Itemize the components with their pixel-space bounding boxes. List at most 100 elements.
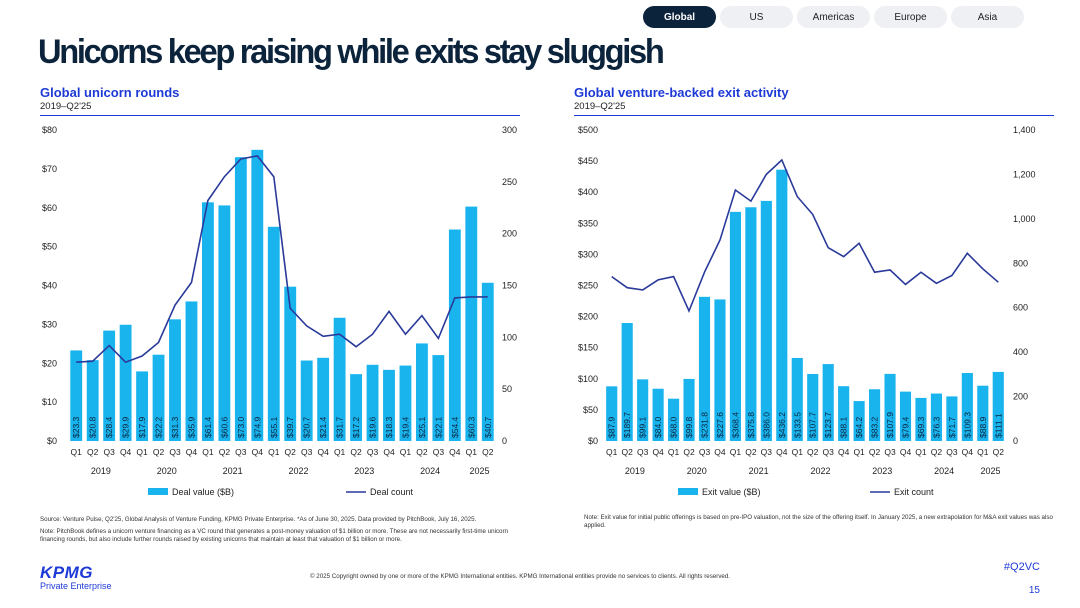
right-bar	[853, 401, 865, 441]
right-bar-label: $133.5	[792, 412, 802, 438]
right-x-tick: Q3	[761, 447, 773, 457]
left-bar-label: $22.2	[154, 416, 164, 438]
left-bar	[432, 355, 445, 441]
right-bar	[637, 379, 649, 441]
right-bar	[606, 386, 618, 441]
left-bar-label: $29.9	[121, 416, 131, 438]
left-bar	[448, 229, 461, 441]
left-bar	[70, 350, 83, 441]
right-x-tick: Q1	[668, 447, 680, 457]
left-bar	[136, 371, 149, 441]
left-year-label: 2024	[420, 466, 440, 476]
left-year-label: 2021	[223, 466, 243, 476]
left-bar-label: $17.2	[351, 416, 361, 438]
right-x-tick: Q1	[915, 447, 927, 457]
left-bar-label: $20.7	[302, 416, 312, 438]
tab-europe[interactable]: Europe	[874, 6, 947, 28]
page-number: 15	[1028, 585, 1040, 596]
left-y-tick-left: $30	[42, 319, 57, 329]
right-bar-label: $189.7	[622, 412, 632, 438]
right-y-tick-left: $50	[583, 405, 598, 415]
right-bar	[776, 169, 788, 441]
right-bar-label: $76.3	[931, 416, 941, 438]
tab-global[interactable]: Global	[643, 6, 716, 28]
right-bar	[652, 388, 664, 441]
right-bar	[961, 373, 973, 441]
right-y-tick-left: $350	[578, 218, 598, 228]
right-bar-label: $231.8	[700, 412, 710, 438]
right-y-tick-left: $150	[578, 343, 598, 353]
right-y-tick-left: $400	[578, 187, 598, 197]
left-x-tick: Q3	[235, 447, 247, 457]
right-x-tick: Q1	[792, 447, 804, 457]
left-y-tick-left: $80	[42, 125, 57, 135]
left-definition-note: Note: PitchBook defines a unicorn ventur…	[40, 528, 508, 543]
logo-text: KPMG	[40, 563, 93, 582]
left-x-tick: Q1	[334, 447, 346, 457]
left-legend-bar-swatch	[148, 488, 168, 495]
right-bar-label: $87.9	[607, 416, 617, 438]
left-bar-label: $19.6	[368, 416, 378, 438]
left-x-tick: Q4	[252, 447, 264, 457]
left-y-tick-right: 50	[502, 384, 512, 394]
right-y-tick-right: 0	[1013, 436, 1018, 446]
right-bar-label: $109.3	[962, 412, 972, 438]
right-bar-label: $69.3	[916, 416, 926, 438]
left-x-tick: Q4	[120, 447, 132, 457]
kpmg-logo: KPMG Private Enterprise	[40, 563, 112, 591]
right-y-tick-right: 400	[1013, 347, 1028, 357]
left-y-tick-left: $50	[42, 242, 57, 252]
right-year-label: 2023	[872, 466, 892, 476]
right-bar	[899, 391, 912, 441]
right-year-label: 2025	[981, 466, 1001, 476]
left-bar	[399, 365, 412, 441]
left-x-tick: Q4	[449, 447, 461, 457]
right-x-tick: Q1	[730, 447, 742, 457]
left-legend-bar-label: Deal value ($B)	[172, 487, 234, 497]
right-bar	[822, 364, 834, 441]
left-bar-label: $54.4	[450, 416, 460, 438]
copyright: © 2025 Copyright owned by one or more of…	[310, 573, 731, 580]
right-x-tick: Q4	[962, 447, 974, 457]
left-bar	[415, 343, 428, 441]
tab-us[interactable]: US	[720, 6, 793, 28]
left-bar-label: $61.4	[203, 416, 213, 438]
right-bar	[930, 393, 942, 441]
left-year-label: 2025	[470, 466, 490, 476]
left-x-tick: Q1	[202, 447, 214, 457]
right-bar	[668, 398, 680, 441]
right-bar-label: $88.1	[839, 416, 849, 438]
left-year-label: 2019	[91, 466, 111, 476]
logo-subtext: Private Enterprise	[40, 581, 112, 591]
left-bar-label: $55.1	[269, 416, 279, 438]
tab-asia[interactable]: Asia	[951, 6, 1024, 28]
right-y-tick-left: $450	[578, 156, 598, 166]
hashtag: #Q2VC	[1003, 561, 1040, 573]
left-bar-label: $17.9	[137, 416, 147, 438]
right-x-tick: Q4	[714, 447, 726, 457]
left-bar-label: $74.9	[252, 416, 262, 438]
left-bar	[267, 226, 280, 441]
left-bar-label: $19.4	[400, 416, 410, 438]
right-x-tick: Q3	[637, 447, 649, 457]
left-legend-line-label: Deal count	[370, 487, 414, 497]
tab-americas[interactable]: Americas	[797, 6, 870, 28]
right-legend-bar-swatch	[678, 488, 698, 495]
page-title: Unicorns keep raising while exits stay s…	[38, 33, 665, 71]
right-bar	[698, 296, 711, 441]
left-bar	[234, 157, 247, 441]
right-year-label: 2024	[934, 466, 954, 476]
right-y-tick-left: $0	[588, 436, 598, 446]
right-bar-label: $83.2	[870, 416, 880, 438]
right-y-tick-right: 1,000	[1013, 214, 1036, 224]
left-x-tick: Q2	[350, 447, 362, 457]
right-bar	[869, 389, 881, 441]
right-x-tick: Q2	[869, 447, 881, 457]
left-y-tick-right: 100	[502, 332, 517, 342]
left-y-tick-left: $60	[42, 203, 57, 213]
right-x-tick: Q3	[699, 447, 711, 457]
left-x-tick: Q4	[383, 447, 395, 457]
left-x-tick: Q1	[466, 447, 478, 457]
left-x-tick: Q3	[103, 447, 115, 457]
